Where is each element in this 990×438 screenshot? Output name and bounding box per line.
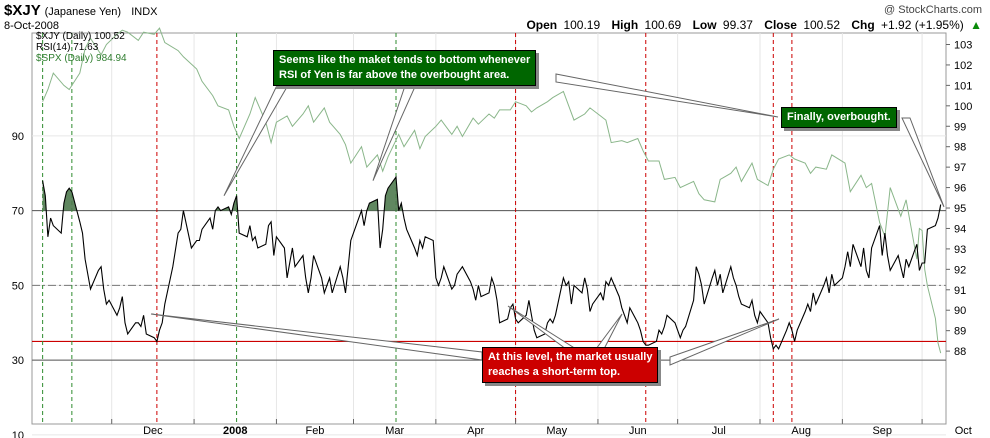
right-callout-text: Finally, overbought. [787,111,891,123]
price-legend-text: $XJY (Daily) 100.52 [36,31,125,42]
annotation-leaders [150,73,945,366]
right-tick-label: 103 [954,40,972,52]
bottom-callout: At this level, the market usually reache… [482,347,659,383]
exchange: INDX [131,6,158,18]
right-tick-label: 92 [954,264,966,276]
right-tick-label: 91 [954,285,966,297]
right-tick-label: 96 [954,183,966,195]
leader-bottom-4 [669,318,780,366]
left-tick-label: 70 [12,206,24,218]
x-tick-label: Feb [305,425,324,437]
top-callout-line2: RSI of Yen is far above the overbought a… [279,69,510,81]
right-tick-label: 90 [954,305,966,317]
right-tick-label: 94 [954,223,966,235]
leader-right [901,117,945,208]
x-tick-label: 2008 [223,425,247,437]
x-tick-label: Apr [467,425,484,437]
overbought-area [366,199,378,211]
close-value: 100.52 [803,18,841,32]
rsi-line [42,175,942,351]
right-tick-label: 100 [954,101,972,113]
left-tick-label: 10 [12,430,24,438]
open-value: 100.19 [563,18,601,32]
symbol: $XJY [4,2,41,19]
right-tick-label: 95 [954,203,966,215]
x-tick-label: Mar [385,425,404,437]
left-tick-label: 90 [12,131,24,143]
x-tick-label: Jun [629,425,647,437]
vertical-markers [42,33,793,424]
bottom-callout-line1: At this level, the market usually [488,351,653,363]
legend-rsi: RSI(14) 71.63 [36,42,98,53]
bottom-callout-line2: reaches a short-term top. [488,366,621,378]
legend-price: $XJY (Daily) 100.52 [36,31,125,42]
symbol-name: (Japanese Yen) [44,6,122,18]
top-callout-line1: Seems like the maket tends to bottom whe… [279,54,531,66]
right-tick-label: 88 [954,346,966,358]
symbol-title: $XJY (Japanese Yen) INDX [4,2,158,19]
x-tick-label: Aug [791,425,811,437]
right-tick-label: 98 [954,142,966,154]
x-tick-label: May [546,425,567,437]
left-tick-label: 50 [12,280,24,292]
x-tick-label: Sep [872,425,892,437]
open-label: Open [526,18,558,32]
right-tick-label: 102 [954,60,972,72]
spx-legend-text: $SPX (Daily) 984.94 [36,53,127,64]
leader-top-3 [555,73,779,118]
chg-label: Chg [851,18,875,32]
right-axis: 88 89 90 91 92 93 94 95 96 97 98 99 100 101 102 103 [946,40,972,358]
brand: @ StockCharts.com [884,4,982,16]
x-tick-label: Jul [712,425,726,437]
right-tick-label: 99 [954,121,966,133]
x-axis: Dec 2008 Feb Mar Apr May Jun Jul Aug Sep Oct [111,419,972,437]
low-label: Low [692,18,717,32]
legend-spx: $SPX (Daily) 984.94 [36,53,127,64]
left-tick-label: 30 [12,355,24,367]
chart-date: 8-Oct-2008 [4,20,60,32]
high-label: High [611,18,639,32]
x-tick-label: Oct [955,425,972,437]
low-value: 99.37 [722,18,753,32]
high-value: 100.69 [644,18,682,32]
right-tick-label: 97 [954,162,966,174]
quote-bar: Open 100.19 High 100.69 Low 99.37 Close … [526,18,982,32]
overbought-area [215,206,230,211]
rsi-legend-text: RSI(14) 71.63 [36,42,99,53]
x-tick-label: Dec [143,425,163,437]
up-arrow-icon: ▲ [970,18,982,32]
spx-line [42,27,942,354]
chg-value: +1.92 (+1.95%) [881,18,964,32]
right-tick-label: 101 [954,80,972,92]
top-callout: Seems like the maket tends to bottom whe… [273,50,537,86]
right-tick-label: 93 [954,244,966,256]
right-callout: Finally, overbought. [781,107,897,128]
right-tick-label: 89 [954,326,966,338]
close-label: Close [764,18,797,32]
left-axis: 10 30 50 70 90 [12,131,24,438]
